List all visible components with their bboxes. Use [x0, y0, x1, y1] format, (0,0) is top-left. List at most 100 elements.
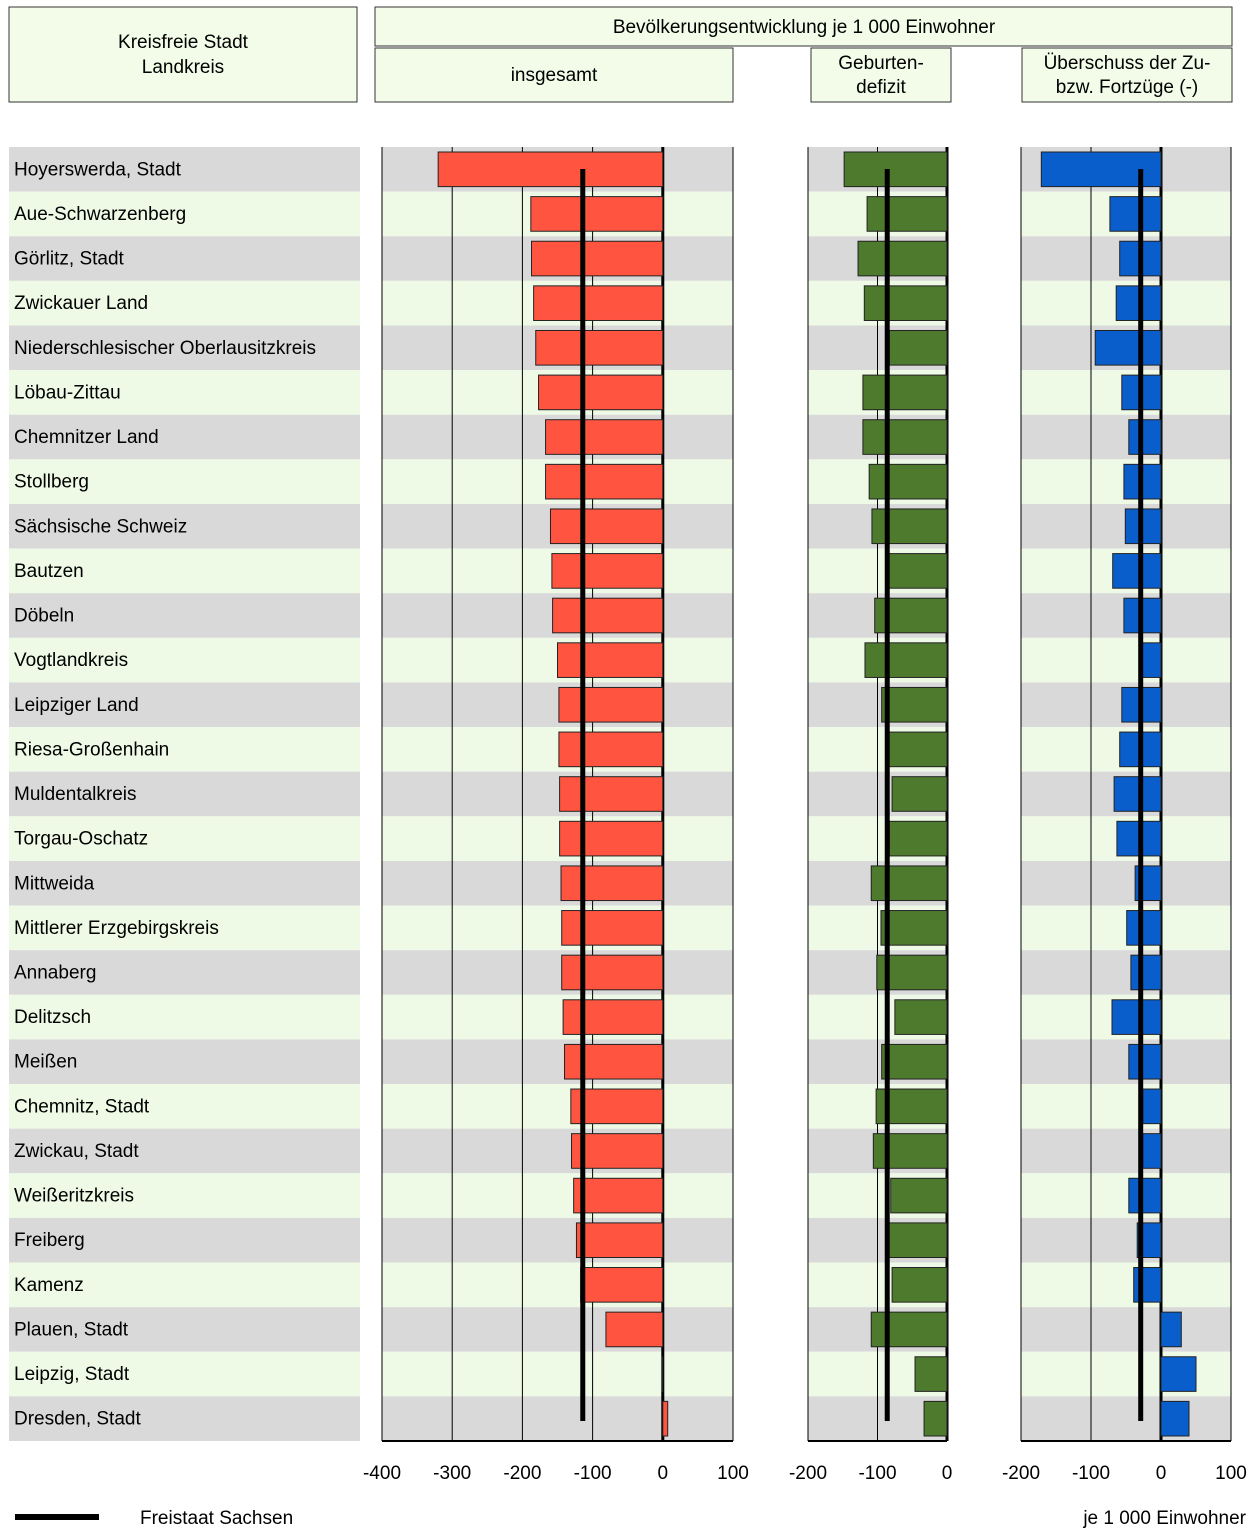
x-tick-label: 100: [717, 1463, 749, 1484]
bar: [562, 999, 664, 1035]
row-bg: [382, 950, 733, 995]
row-bg: [1021, 905, 1231, 951]
bar: [1160, 1356, 1197, 1392]
bar: [914, 1356, 948, 1392]
row-label: Mittweida: [14, 873, 95, 894]
row-label: Dresden, Stadt: [14, 1409, 141, 1430]
row-header: Landkreis: [142, 57, 224, 78]
row-bg: [1021, 637, 1231, 683]
bar: [1142, 1133, 1162, 1169]
row-label: Riesa-Großenhain: [14, 739, 169, 760]
row-bg: [9, 1084, 360, 1129]
row-bg: [1021, 1262, 1231, 1308]
bar: [661, 1356, 664, 1392]
row-bg: [382, 1307, 733, 1352]
row-label: Bautzen: [14, 561, 84, 582]
row-label: Plauen, Stadt: [14, 1319, 129, 1340]
row-bg: [382, 1396, 733, 1441]
row-bg: [1021, 1128, 1231, 1174]
row-bg: [9, 1307, 360, 1352]
bar: [573, 1177, 664, 1214]
row-label: Döbeln: [14, 606, 74, 627]
bar: [533, 285, 664, 321]
bar: [561, 910, 664, 946]
row-label: Hoyerswerda, Stadt: [14, 159, 182, 180]
bar: [538, 374, 664, 411]
bar: [559, 776, 664, 812]
x-tick-label: -200: [1002, 1463, 1040, 1484]
row-bg: [9, 1039, 360, 1085]
bar: [558, 731, 664, 768]
row-bg: [9, 1396, 360, 1441]
bar: [1109, 196, 1162, 232]
bar: [549, 508, 664, 545]
x-tick-label: -200: [789, 1463, 827, 1484]
row-bg: [9, 727, 360, 772]
bar: [552, 597, 664, 634]
x-tick-label: -100: [858, 1463, 896, 1484]
row-bg: [9, 860, 360, 906]
bar: [868, 463, 948, 500]
bar: [857, 240, 948, 277]
x-tick-label: 0: [658, 1463, 669, 1484]
row-bg: [9, 994, 360, 1040]
header-box: [374, 47, 734, 103]
bar: [894, 999, 948, 1035]
bar: [864, 642, 948, 678]
row-label: Mittlerer Erzgebirgskreis: [14, 918, 219, 939]
row-bg: [1021, 1173, 1231, 1218]
bar: [1112, 553, 1162, 589]
row-label: Leipzig, Stadt: [14, 1364, 130, 1385]
row-label: Löbau-Zittau: [14, 382, 121, 403]
x-tick-label: 100: [1215, 1463, 1247, 1484]
row-bg: [9, 771, 360, 817]
row-label: Torgau-Oschatz: [14, 829, 148, 850]
row-bg: [382, 1084, 733, 1129]
bar: [881, 686, 948, 723]
header-box: [374, 6, 1233, 47]
legend-label: Freistaat Sachsen: [140, 1508, 293, 1529]
bar: [891, 1267, 948, 1303]
bar: [1128, 1043, 1162, 1080]
bar: [862, 374, 948, 411]
row-bg: [382, 994, 733, 1040]
row-label: Aue-Schwarzenberg: [14, 204, 186, 225]
bar: [575, 1222, 664, 1259]
bar: [571, 1133, 664, 1169]
bar: [535, 329, 664, 366]
row-bg: [9, 459, 360, 504]
chart-title: Bevölkerungsentwicklung je 1 000 Einwohn…: [613, 17, 996, 38]
row-bg: [9, 1173, 360, 1218]
row-label: Delitzsch: [14, 1007, 91, 1028]
x-tick-label: -300: [433, 1463, 471, 1484]
bar: [662, 1400, 669, 1437]
row-bg: [382, 1128, 733, 1174]
row-bg: [9, 637, 360, 683]
row-bg: [1021, 1351, 1231, 1397]
row-bg: [1021, 1039, 1231, 1085]
bar: [531, 240, 664, 277]
bar: [872, 1133, 948, 1169]
bar: [880, 910, 948, 946]
bar: [1160, 1400, 1190, 1437]
row-bg: [382, 771, 733, 817]
row-bg: [9, 950, 360, 995]
row-bg: [1021, 1396, 1231, 1441]
bar: [559, 820, 664, 857]
row-label: Görlitz, Stadt: [14, 249, 125, 270]
bar: [890, 1177, 948, 1214]
bar: [863, 285, 948, 321]
row-bg: [382, 1173, 733, 1218]
header-box: [8, 6, 358, 103]
row-label: Zwickau, Stadt: [14, 1141, 139, 1162]
panel-title: insgesamt: [511, 65, 598, 86]
row-bg: [9, 548, 360, 594]
x-tick-label: -400: [363, 1463, 401, 1484]
bar: [923, 1400, 948, 1437]
x-tick-label: 0: [1156, 1463, 1167, 1484]
bar: [1128, 1177, 1162, 1214]
row-label: Kamenz: [14, 1275, 84, 1296]
bar: [1126, 910, 1162, 946]
bar: [885, 553, 948, 589]
